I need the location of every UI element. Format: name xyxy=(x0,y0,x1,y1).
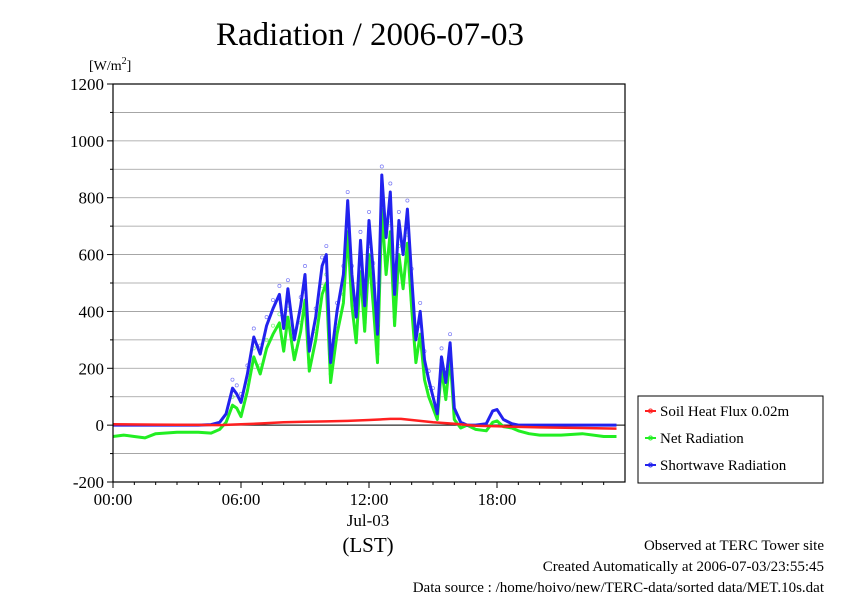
series-point xyxy=(264,337,269,342)
legend-marker xyxy=(648,408,653,414)
legend-marker xyxy=(648,462,653,468)
legend: Soil Heat Flux 0.02m Net Radiation Shortwa… xyxy=(637,395,824,484)
y-tick-label: 1200 xyxy=(70,75,104,94)
series-point xyxy=(285,278,290,283)
y-unit-suffix: ] xyxy=(127,59,132,74)
y-tick-label: 0 xyxy=(96,416,105,435)
x-tick-label: 06:00 xyxy=(222,490,261,509)
x-date-label: Jul-03 xyxy=(347,511,390,530)
series-point xyxy=(251,326,256,331)
series-point xyxy=(439,346,444,351)
series-point xyxy=(230,377,235,382)
series-point xyxy=(345,190,350,194)
legend-label: Soil Heat Flux 0.02m xyxy=(660,404,790,420)
legend-entry-soil-heat-flux-0-02m: Soil Heat Flux 0.02m xyxy=(645,404,790,420)
legend-label: Net Radiation xyxy=(660,431,744,447)
series-point xyxy=(277,283,282,288)
series-line xyxy=(112,417,617,430)
series-point xyxy=(367,209,371,214)
legend-entry-net-radiation: Net Radiation xyxy=(645,431,744,447)
series-point xyxy=(271,323,275,328)
legend-entry-shortwave-radiation: Shortwave Radiation xyxy=(645,458,787,474)
series-line xyxy=(112,207,617,440)
grid-lines xyxy=(113,112,625,454)
series-shortwave-radiation xyxy=(113,164,617,427)
series-point xyxy=(388,181,393,186)
series-point xyxy=(234,383,239,388)
series-net-radiation xyxy=(112,198,617,440)
y-tick-label: 400 xyxy=(79,302,105,321)
series-point xyxy=(405,198,410,203)
legend-label: Shortwave Radiation xyxy=(660,458,787,474)
series-point xyxy=(396,209,401,214)
y-tick-label: -200 xyxy=(73,473,104,492)
x-tick-label: 00:00 xyxy=(94,490,133,509)
x-axis-ticks: 00:00 06:00 12:00 18:00 xyxy=(94,482,605,509)
footer-source: Data source : /home/hoivo/new/TERC-data/… xyxy=(413,580,825,595)
y-tick-label: 800 xyxy=(79,189,105,208)
footer-created: Created Automatically at 2006-07-03/23:5… xyxy=(543,559,824,575)
series-point xyxy=(264,315,269,320)
legend-box xyxy=(637,395,824,484)
series-lines xyxy=(112,164,617,440)
y-tick-label: 200 xyxy=(79,359,105,378)
series-point xyxy=(418,300,423,305)
y-unit-sup: 2 xyxy=(122,56,127,67)
chart-title: Radiation / 2006-07-03 xyxy=(216,17,524,53)
series-soil-heat-flux-0-02m xyxy=(112,417,617,430)
series-line xyxy=(113,173,617,427)
y-unit-prefix: [W/m xyxy=(89,59,122,74)
x-tick-label: 12:00 xyxy=(350,490,389,509)
y-axis-ticks: -200 0 200 400 600 800 1000 1200 xyxy=(70,75,113,492)
legend-entries: Soil Heat Flux 0.02m Net Radiation Shortwa… xyxy=(645,404,790,474)
footer-site: Observed at TERC Tower site xyxy=(644,538,824,554)
series-point xyxy=(320,255,325,260)
legend-marker xyxy=(648,435,653,441)
y-unit-label: [W/m2] xyxy=(89,56,131,74)
series-point xyxy=(271,298,275,303)
series-point xyxy=(448,332,453,337)
series-point xyxy=(303,263,307,268)
x-tick-label: 18:00 xyxy=(478,490,517,509)
y-tick-label: 600 xyxy=(79,246,105,265)
series-point xyxy=(324,244,329,248)
series-point xyxy=(379,164,384,169)
x-axis-label: (LST) xyxy=(342,533,393,557)
series-point xyxy=(358,229,363,234)
y-tick-label: 1000 xyxy=(70,132,104,151)
